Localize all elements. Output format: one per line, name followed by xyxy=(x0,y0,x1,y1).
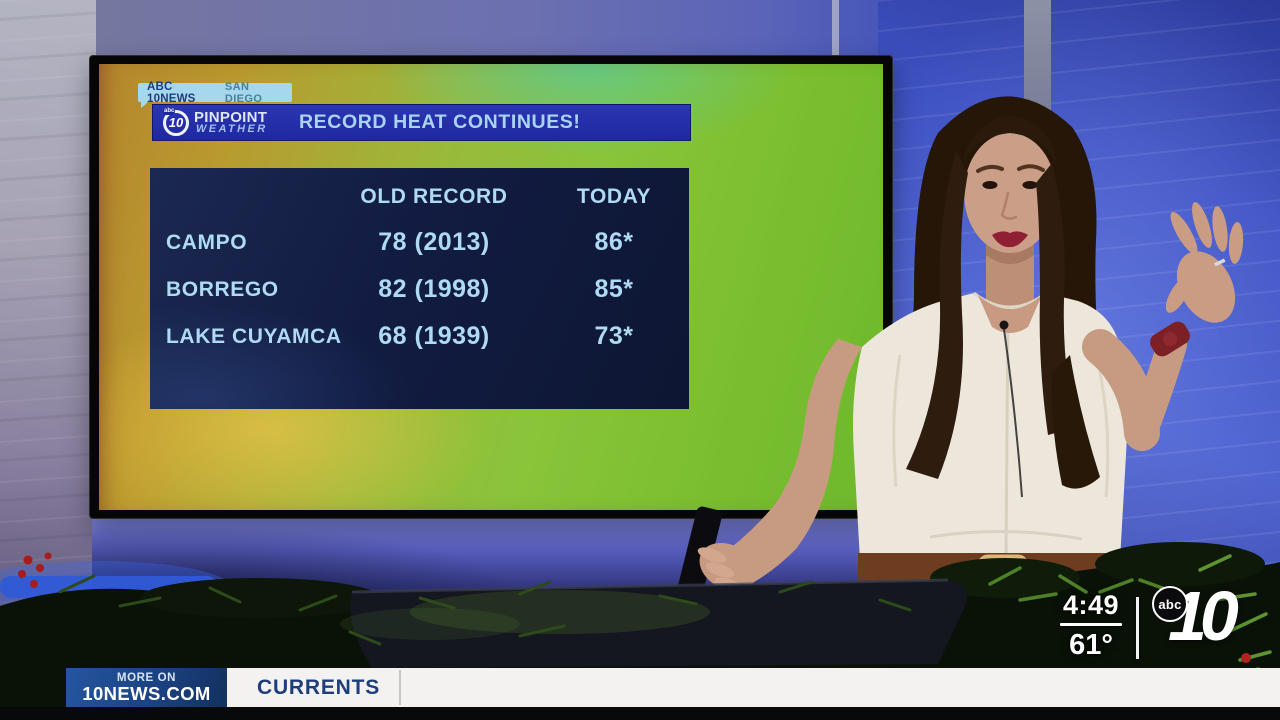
headline-text: RECORD HEAT CONTINUES! xyxy=(299,111,581,133)
table-row-old-record: 82 (1998) xyxy=(378,275,490,303)
weather-word: WEATHER xyxy=(196,123,268,135)
pinpoint-word: PINPOINT xyxy=(194,109,268,126)
studio-monitor: ABC 10NEWS SAN DIEGO abc 10 PINPOINT WEA… xyxy=(90,56,892,518)
abc-mini-badge: abc xyxy=(163,107,176,115)
more-on-label: MORE ON xyxy=(116,671,177,684)
lower-third-bar: MORE ON 10NEWS.COM CURRENTS xyxy=(0,668,1280,707)
table-row-old-record: 68 (1939) xyxy=(378,322,490,350)
pinpoint-weather-wordmark: PINPOINT WEATHER xyxy=(194,110,268,135)
pine-sprigs xyxy=(58,574,912,646)
abc10-logo: 10 abc xyxy=(1150,578,1250,672)
table-row-today: 73* xyxy=(594,322,634,350)
weather-graphic-screen: ABC 10NEWS SAN DIEGO abc 10 PINPOINT WEA… xyxy=(99,64,883,510)
pinpoint-weather-logo: abc 10 PINPOINT WEATHER xyxy=(163,107,291,136)
table-row-today: 85* xyxy=(594,275,634,303)
clock-divider xyxy=(1060,623,1122,626)
station-bug-name: ABC 10NEWS xyxy=(147,80,196,105)
abc-logo-disc: abc xyxy=(1152,586,1188,622)
anchor-desk xyxy=(350,580,968,668)
table-row-location: CAMPO xyxy=(166,230,248,254)
wall-seam xyxy=(832,0,839,64)
time-display: 4:49 xyxy=(1062,590,1120,620)
ticker-divider xyxy=(399,670,401,705)
column-header-old-record: OLD RECORD xyxy=(360,185,508,208)
headline-banner: abc 10 PINPOINT WEATHER RECORD HEAT CONT… xyxy=(152,104,691,141)
anchor-lips xyxy=(992,231,1028,248)
station-bug-city: SAN DIEGO xyxy=(224,80,263,105)
table-row-today: 86* xyxy=(594,228,634,256)
anchor-face xyxy=(964,133,1056,253)
table-row-location: BORREGO xyxy=(166,277,279,301)
station-bug: ABC 10NEWS SAN DIEGO xyxy=(138,80,292,108)
temperature-display: 61° xyxy=(1069,629,1113,661)
time-temp-overlay: 4:49 61° xyxy=(1044,590,1138,662)
site-label: 10NEWS.COM xyxy=(82,682,211,704)
anchor-raised-hand xyxy=(1176,251,1236,323)
bottom-letterbox xyxy=(0,707,1280,720)
remote-control xyxy=(676,506,722,604)
overlay-divider xyxy=(1136,597,1139,659)
channel-10-ball-icon: abc 10 xyxy=(163,107,189,136)
show-title: CURRENTS xyxy=(257,675,381,699)
holly-berries-left xyxy=(18,552,52,588)
column-header-today: TODAY xyxy=(576,185,652,208)
records-table: OLD RECORD TODAY CAMPO 78 (2013) 86* BOR… xyxy=(150,168,689,409)
table-row-location: LAKE CUYAMCA xyxy=(166,324,342,348)
ticker-bar: CURRENTS xyxy=(227,668,1280,707)
ten-mini-glyph: 10 xyxy=(168,115,184,130)
anchor-left-arm xyxy=(716,339,862,589)
more-on-box: MORE ON 10NEWS.COM xyxy=(66,668,227,707)
lapel-mic-icon xyxy=(999,320,1009,330)
table-row-old-record: 78 (2013) xyxy=(378,228,490,256)
studio-wall-top xyxy=(96,0,882,64)
